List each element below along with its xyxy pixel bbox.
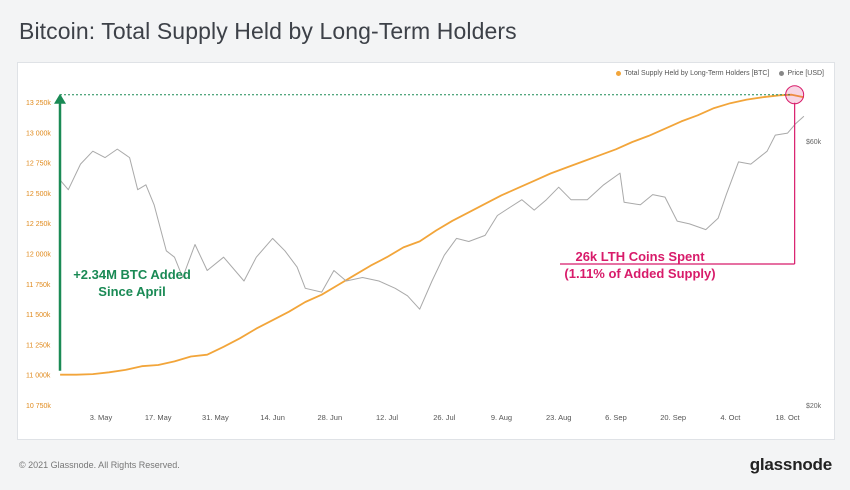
legend-item-lth[interactable]: Total Supply Held by Long-Term Holders [… — [616, 70, 769, 77]
annotation-green-arrow-head — [54, 93, 66, 104]
annotation-added-line1: +2.34M BTC Added — [73, 267, 191, 282]
y-left-tick-label: 11 250k — [26, 342, 51, 349]
glassnode-logo: glassnode — [749, 455, 832, 474]
x-tick-label: 17. May — [145, 413, 172, 422]
y-left-tick-label: 11 500k — [26, 312, 51, 319]
copyright: © 2021 Glassnode. All Rights Reserved. — [19, 460, 180, 470]
series-line-lth — [60, 93, 805, 376]
x-tick-label: 26. Jul — [433, 413, 455, 422]
y-left-tick-label: 13 250k — [26, 100, 51, 107]
chart-legend: Total Supply Held by Long-Term Holders [… — [616, 70, 824, 77]
x-tick-label: 28. Jun — [318, 413, 343, 422]
page-title: Bitcoin: Total Supply Held by Long-Term … — [19, 18, 517, 44]
y-left-tick-label: 12 000k — [26, 252, 51, 259]
legend-label-price: Price [USD] — [787, 70, 824, 77]
x-tick-label: 31. May — [202, 413, 229, 422]
y-left-tick-label: 11 750k — [26, 282, 51, 289]
y-left-tick-label: 11 000k — [26, 373, 51, 380]
annotation-spent: 26k LTH Coins Spent (1.11% of Added Supp… — [552, 248, 728, 282]
x-tick-label: 23. Aug — [546, 413, 571, 422]
annotation-added: +2.34M BTC Added Since April — [66, 266, 198, 300]
x-tick-label: 12. Jul — [376, 413, 398, 422]
legend-item-price[interactable]: Price [USD] — [779, 70, 824, 77]
x-tick-label: 20. Sep — [660, 413, 686, 422]
annotation-added-line2: Since April — [98, 284, 166, 299]
legend-dot-lth — [616, 71, 622, 76]
x-tick-label: 3. May — [90, 413, 113, 422]
legend-label-lth: Total Supply Held by Long-Term Holders [… — [624, 70, 770, 77]
annotation-peak-circle — [785, 85, 805, 105]
x-tick-label: 18. Oct — [775, 413, 800, 422]
annotation-spent-line1: 26k LTH Coins Spent — [575, 249, 705, 264]
chart-panel — [17, 62, 835, 440]
x-tick-label: 6. Sep — [605, 413, 627, 422]
x-tick-label: 9. Aug — [491, 413, 512, 422]
y-left-tick-label: 13 000k — [26, 130, 51, 137]
y-left-tick-label: 12 500k — [26, 191, 51, 198]
legend-dot-price — [779, 71, 785, 76]
y-right-tick-label: $60k — [806, 139, 822, 146]
series-line-price — [59, 115, 805, 310]
y-left-tick-label: 12 750k — [26, 161, 51, 168]
y-right-tick-label: $20k — [806, 403, 822, 410]
y-left-tick-label: 12 250k — [26, 221, 51, 228]
annotation-spent-line2: (1.11% of Added Supply) — [564, 266, 716, 281]
x-tick-label: 4. Oct — [720, 413, 741, 422]
x-tick-label: 14. Jun — [260, 413, 285, 422]
y-left-tick-label: 10 750k — [26, 403, 51, 410]
